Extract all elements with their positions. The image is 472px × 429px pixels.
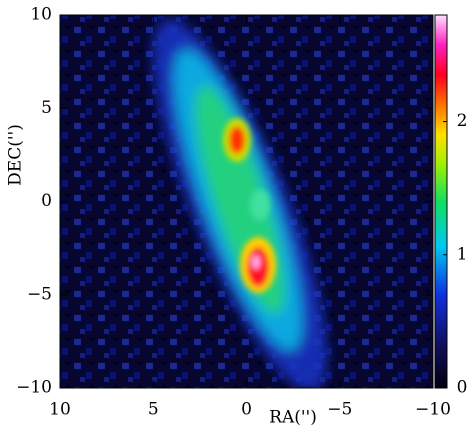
x-tick-label: −10	[415, 400, 451, 420]
image	[60, 15, 433, 388]
x-tick-label: 5	[148, 400, 159, 420]
x-tick-label: 0	[241, 400, 252, 420]
y-axis-label: DEC('')	[6, 124, 26, 186]
y-tick-label: −10	[16, 378, 52, 398]
y-tick-label: −5	[27, 284, 52, 304]
x-tick-label: 10	[49, 400, 71, 420]
x-tick-label: −5	[327, 400, 352, 420]
colorbar-tick-label: 2	[457, 111, 468, 131]
y-tick-label: 10	[30, 5, 52, 25]
colorbar-tick-label: 1	[457, 244, 468, 264]
colorbar	[434, 14, 448, 389]
y-tick-label: 0	[41, 191, 52, 211]
y-tick-label: 5	[41, 98, 52, 118]
x-axis-label: RA('')	[269, 408, 317, 426]
colorbar-tick-label: 0	[457, 378, 468, 398]
